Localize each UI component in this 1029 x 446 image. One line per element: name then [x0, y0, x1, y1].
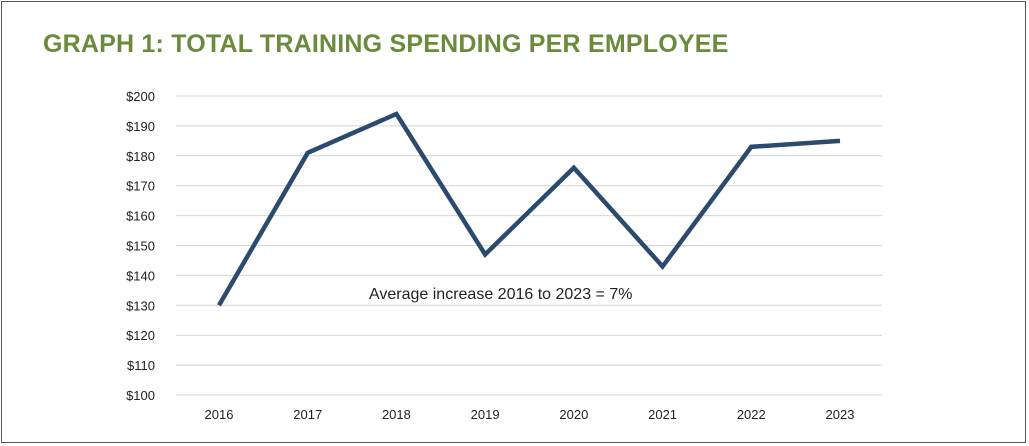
y-tick-label: $170 — [126, 179, 155, 194]
chart-annotation: Average increase 2016 to 2023 = 7% — [369, 286, 632, 303]
x-tick-label: 2016 — [205, 407, 234, 422]
x-tick-label: 2023 — [826, 407, 855, 422]
chart-title: GRAPH 1: TOTAL TRAINING SPENDING PER EMP… — [43, 30, 729, 58]
y-tick-label: $120 — [126, 328, 155, 343]
x-tick-label: 2018 — [382, 407, 411, 422]
x-tick-label: 2019 — [471, 407, 500, 422]
y-tick-label: $140 — [126, 268, 155, 283]
y-tick-label: $190 — [126, 119, 155, 134]
series-line — [217, 111, 841, 307]
y-tick-label: $160 — [126, 209, 155, 224]
y-tick-label: $130 — [126, 298, 155, 313]
x-tick-label: 2022 — [737, 407, 766, 422]
y-tick-label: $150 — [126, 239, 155, 254]
x-tick-label: 2021 — [648, 407, 677, 422]
x-tick-label: 2017 — [293, 407, 322, 422]
y-tick-label: $100 — [126, 388, 155, 403]
x-tick-label: 2020 — [559, 407, 588, 422]
y-tick-label: $110 — [127, 358, 155, 373]
y-tick-label: $200 — [126, 89, 155, 104]
y-tick-label: $180 — [126, 149, 155, 164]
